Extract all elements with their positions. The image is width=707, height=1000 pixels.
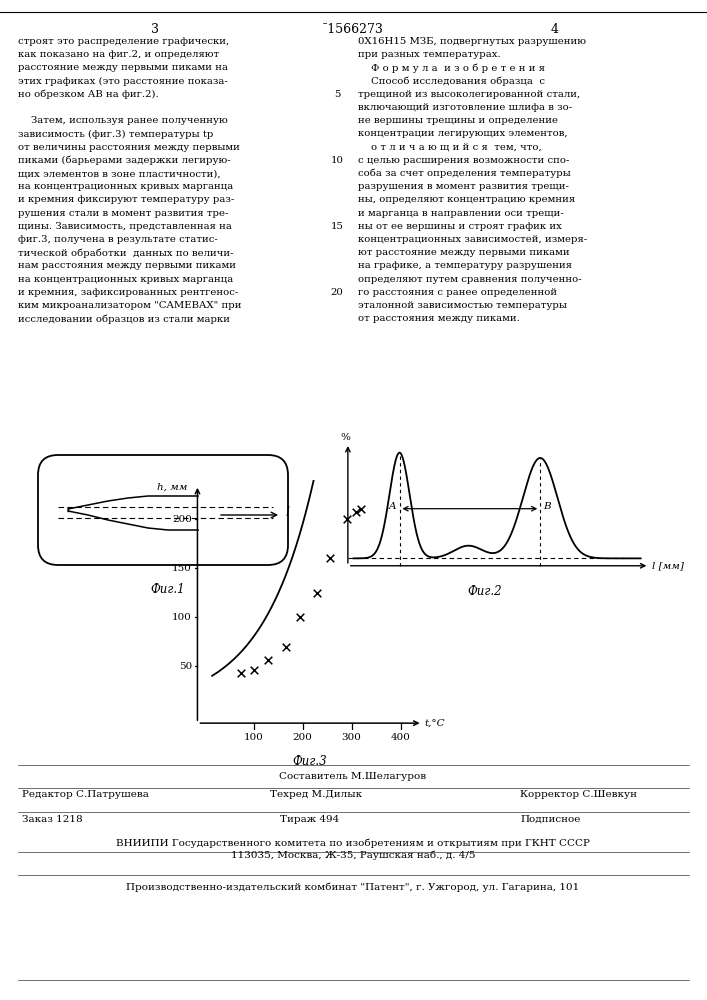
Text: рушения стали в момент развития тре-: рушения стали в момент развития тре-: [18, 209, 228, 218]
Text: исследовании образцов из стали марки: исследовании образцов из стали марки: [18, 314, 230, 324]
Text: Корректор С.Шевкун: Корректор С.Шевкун: [520, 790, 637, 799]
Text: щины. Зависимость, представленная на: щины. Зависимость, представленная на: [18, 222, 232, 231]
Text: ны, определяют концентрацию кремния: ны, определяют концентрацию кремния: [358, 195, 575, 204]
Text: Ф о р м у л а  и з о б р е т е н и я: Ф о р м у л а и з о б р е т е н и я: [358, 63, 545, 73]
Text: ¯1566273: ¯1566273: [322, 23, 384, 36]
Text: зависимость (фиг.3) температуры tр: зависимость (фиг.3) температуры tр: [18, 129, 214, 139]
Text: строят это распределение графически,: строят это распределение графически,: [18, 37, 229, 46]
Text: 3: 3: [151, 23, 159, 36]
Text: го расстояния с ранее определенной: го расстояния с ранее определенной: [358, 288, 557, 297]
Text: 100: 100: [173, 613, 192, 622]
Text: расстояние между первыми пиками на: расстояние между первыми пиками на: [18, 63, 228, 72]
Text: %: %: [341, 433, 351, 442]
Text: этих графиках (это расстояние показа-: этих графиках (это расстояние показа-: [18, 77, 228, 86]
Text: 0Х16Н15 МЗБ, подвергнутых разрушению: 0Х16Н15 МЗБ, подвергнутых разрушению: [358, 37, 586, 46]
Text: Фиг.2: Фиг.2: [467, 585, 502, 598]
Text: и марганца в направлении оси трещи-: и марганца в направлении оси трещи-: [358, 209, 563, 218]
Text: Техред М.Дилык: Техред М.Дилык: [270, 790, 362, 799]
Text: 300: 300: [341, 733, 361, 742]
Text: Фиг.3: Фиг.3: [293, 755, 327, 768]
Point: [356, 501, 367, 517]
Text: 150: 150: [173, 564, 192, 573]
Text: 400: 400: [390, 733, 411, 742]
Text: фиг.3, получена в результате статис-: фиг.3, получена в результате статис-: [18, 235, 218, 244]
Text: ют расстояние между первыми пиками: ют расстояние между первыми пиками: [358, 248, 570, 257]
Text: тической обработки  данных по величи-: тической обработки данных по величи-: [18, 248, 233, 258]
Text: соба за счет определения температуры: соба за счет определения температуры: [358, 169, 571, 178]
Text: h, мм: h, мм: [157, 483, 187, 492]
Text: на концентрационных кривых марганца: на концентрационных кривых марганца: [18, 275, 233, 284]
Point: [295, 609, 306, 625]
Text: A: A: [389, 502, 397, 511]
Text: Способ исследования образца  с: Способ исследования образца с: [358, 77, 545, 86]
Text: 200: 200: [173, 515, 192, 524]
Text: от величины расстояния между первыми: от величины расстояния между первыми: [18, 143, 240, 152]
Text: 20: 20: [331, 288, 344, 297]
Text: 100: 100: [244, 733, 264, 742]
Text: но обрезком АВ на фиг.2).: но обрезком АВ на фиг.2).: [18, 90, 159, 99]
Text: 200: 200: [293, 733, 312, 742]
Text: Фиг.1: Фиг.1: [151, 583, 185, 596]
Text: Тираж 494: Тираж 494: [281, 815, 339, 824]
Text: 113035, Москва, Ж-35, Раушская наб., д. 4/5: 113035, Москва, Ж-35, Раушская наб., д. …: [230, 851, 475, 860]
Text: от расстояния между пиками.: от расстояния между пиками.: [358, 314, 520, 323]
Text: концентрации легирующих элементов,: концентрации легирующих элементов,: [358, 129, 568, 138]
Text: пиками (барьерами задержки легирую-: пиками (барьерами задержки легирую-: [18, 156, 230, 165]
Point: [263, 652, 274, 668]
Text: B: B: [543, 502, 551, 511]
Text: разрушения в момент развития трещи-: разрушения в момент развития трещи-: [358, 182, 569, 191]
Text: нам расстояния между первыми пиками: нам расстояния между первыми пиками: [18, 261, 236, 270]
Text: и кремния, зафиксированных рентгенос-: и кремния, зафиксированных рентгенос-: [18, 288, 238, 297]
Text: определяют путем сравнения полученно-: определяют путем сравнения полученно-: [358, 275, 582, 284]
Text: 5: 5: [334, 90, 340, 99]
Text: на концентрационных кривых марганца: на концентрационных кривых марганца: [18, 182, 233, 191]
Text: о т л и ч а ю щ и й с я  тем, что,: о т л и ч а ю щ и й с я тем, что,: [358, 143, 542, 152]
Text: трещиной из высоколегированной стали,: трещиной из высоколегированной стали,: [358, 90, 580, 99]
Text: на графике, а температуру разрушения: на графике, а температуру разрушения: [358, 261, 572, 270]
Point: [341, 511, 352, 527]
Text: с целью расширения возможности спо-: с целью расширения возможности спо-: [358, 156, 569, 165]
Text: 4: 4: [551, 23, 559, 36]
Text: щих элементов в зоне пластичности),: щих элементов в зоне пластичности),: [18, 169, 221, 178]
Text: Производственно-издательский комбинат "Патент", г. Ужгород, ул. Гагарина, 101: Производственно-издательский комбинат "П…: [127, 882, 580, 892]
Text: ким микроанализатором "CAMEBAX" при: ким микроанализатором "CAMEBAX" при: [18, 301, 242, 310]
Text: 50: 50: [179, 662, 192, 671]
Text: l: l: [285, 506, 289, 518]
Point: [324, 550, 335, 566]
Text: концентрационных зависимостей, измеря-: концентрационных зависимостей, измеря-: [358, 235, 587, 244]
Text: не вершины трещины и определение: не вершины трещины и определение: [358, 116, 558, 125]
Text: ны от ее вершины и строят график их: ны от ее вершины и строят график их: [358, 222, 562, 231]
Text: l [мм]: l [мм]: [652, 561, 684, 570]
Text: Редактор С.Патрушева: Редактор С.Патрушева: [22, 790, 149, 799]
Point: [351, 504, 362, 520]
Text: ВНИИПИ Государственного комитета по изобретениям и открытиям при ГКНТ СССР: ВНИИПИ Государственного комитета по изоб…: [116, 838, 590, 848]
Text: t,°C: t,°C: [424, 719, 445, 728]
Text: эталонной зависимостью температуры: эталонной зависимостью температуры: [358, 301, 567, 310]
Text: включающий изготовление шлифа в зо-: включающий изготовление шлифа в зо-: [358, 103, 572, 112]
Text: и кремния фиксируют температуру раз-: и кремния фиксируют температуру раз-: [18, 195, 234, 204]
Text: Затем, используя ранее полученную: Затем, используя ранее полученную: [18, 116, 228, 125]
Text: как показано на фиг.2, и определяют: как показано на фиг.2, и определяют: [18, 50, 219, 59]
Text: Заказ 1218: Заказ 1218: [22, 815, 83, 824]
Point: [236, 665, 247, 681]
Text: Подписное: Подписное: [520, 815, 580, 824]
Point: [248, 662, 259, 678]
Point: [280, 639, 291, 655]
Text: 10: 10: [331, 156, 344, 165]
Text: при разных температурах.: при разных температурах.: [358, 50, 501, 59]
Point: [312, 585, 323, 601]
Text: Составитель М.Шелагуров: Составитель М.Шелагуров: [279, 772, 426, 781]
Text: 15: 15: [331, 222, 344, 231]
